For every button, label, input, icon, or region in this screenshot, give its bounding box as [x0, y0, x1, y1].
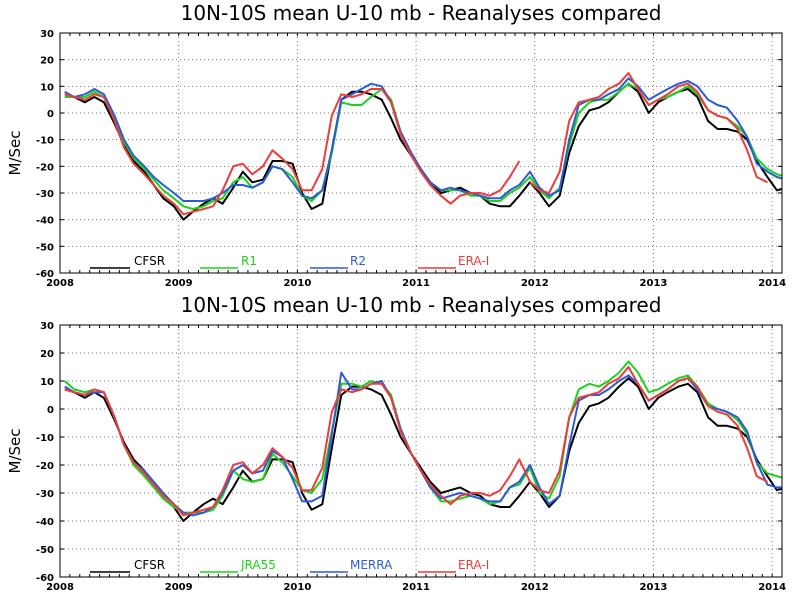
- series-line-era-i: [64, 366, 768, 517]
- y-tick-label: -30: [36, 189, 54, 200]
- legend-label: ERA-I: [458, 254, 489, 268]
- y-tick-label: 10: [40, 377, 54, 388]
- series-line-r1: [64, 82, 782, 210]
- x-tick-label: 2011: [402, 278, 430, 289]
- x-tick-label: 2011: [402, 582, 430, 593]
- y-tick-label: -60: [36, 269, 54, 280]
- series-line-era-i-2012-: [529, 72, 768, 194]
- x-tick-label: 2012: [521, 582, 549, 593]
- series-line-r2: [64, 77, 782, 202]
- y-axis-label: M/Sec: [6, 429, 24, 474]
- legend-label: MERRA: [350, 558, 393, 572]
- x-tick-label: 2008: [46, 582, 74, 593]
- x-tick-label: 2013: [640, 582, 668, 593]
- x-tick-label: 2010: [283, 278, 311, 289]
- y-tick-label: -50: [36, 242, 54, 253]
- y-tick-label: -20: [36, 162, 54, 173]
- legend-label: CFSR: [134, 254, 165, 268]
- y-axis-label: M/Sec: [6, 131, 24, 176]
- y-tick-label: 10: [40, 82, 54, 93]
- legend-label: R2: [350, 254, 366, 268]
- chart-title: 10N-10S mean U-10 mb - Reanalyses compar…: [181, 1, 662, 25]
- y-tick-label: -30: [36, 489, 54, 500]
- y-tick-label: 0: [47, 405, 54, 416]
- series-line-era-i: [64, 88, 521, 216]
- series-line-cfsr: [64, 82, 782, 221]
- y-tick-label: -40: [36, 517, 54, 528]
- legend-label: ERA-I: [458, 558, 489, 572]
- chart-panel-1: 10N-10S mean U-10 mb - Reanalyses compar…: [6, 1, 786, 289]
- y-tick-label: 30: [40, 321, 54, 332]
- legend-label: JRA55: [240, 558, 276, 572]
- plot-frame: [59, 324, 783, 578]
- x-tick-label: 2012: [521, 278, 549, 289]
- x-tick-label: 2009: [165, 582, 193, 593]
- y-tick-label: 30: [40, 29, 54, 40]
- y-tick-label: 0: [47, 109, 54, 120]
- y-tick-label: 20: [40, 56, 54, 67]
- y-tick-label: -50: [36, 545, 54, 556]
- x-tick-label: 2010: [283, 582, 311, 593]
- series-line-merra: [64, 371, 782, 517]
- chart-title: 10N-10S mean U-10 mb - Reanalyses compar…: [181, 293, 662, 317]
- x-tick-label: 2009: [165, 278, 193, 289]
- y-tick-label: -10: [36, 433, 54, 444]
- y-tick-label: -60: [36, 573, 54, 584]
- x-tick-label: 2014: [758, 582, 786, 593]
- y-tick-label: -20: [36, 461, 54, 472]
- x-tick-label: 2008: [46, 278, 74, 289]
- y-tick-label: 20: [40, 349, 54, 360]
- x-tick-label: 2013: [640, 278, 668, 289]
- chart-panel-2: 10N-10S mean U-10 mb - Reanalyses compar…: [6, 293, 786, 593]
- plot-frame: [59, 32, 783, 274]
- legend-label: R1: [241, 254, 257, 268]
- x-tick-label: 2014: [758, 278, 786, 289]
- legend-label: CFSR: [134, 558, 165, 572]
- y-tick-label: -40: [36, 216, 54, 227]
- y-tick-label: -10: [36, 136, 54, 147]
- series-line-cfsr: [64, 377, 782, 522]
